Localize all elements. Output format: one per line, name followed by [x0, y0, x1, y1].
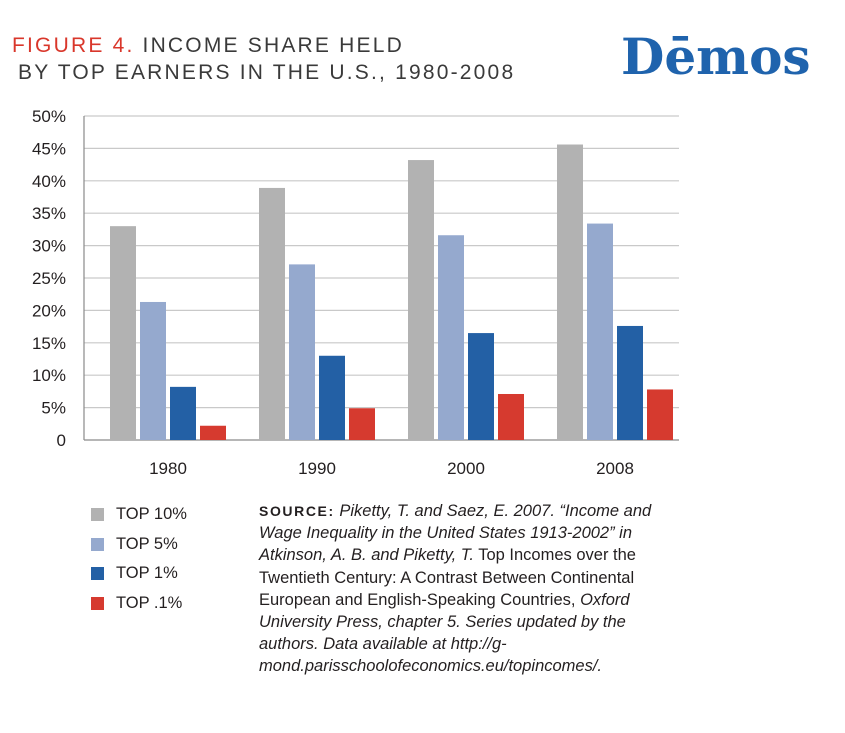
- x-axis-categories: 1980 1990 2000 2008: [149, 459, 634, 478]
- bar-1990-top1: [319, 355, 345, 440]
- legend-item-top10: TOP 10%: [91, 500, 187, 530]
- bar-1980-top1: [200, 425, 226, 440]
- bar-2008-top1: [647, 389, 673, 440]
- legend-label-top5: TOP 5%: [116, 534, 178, 553]
- bar-1980-top1: [170, 386, 196, 440]
- bar-2000-top1: [498, 393, 524, 440]
- y-tick-label: 50%: [32, 107, 66, 126]
- bar-1980-top5: [140, 301, 166, 440]
- x-category-label: 1990: [298, 459, 336, 478]
- bar-1990-top5: [289, 264, 315, 440]
- legend-swatch-top10: [91, 508, 104, 522]
- legend-label-top10: TOP 10%: [116, 505, 187, 524]
- chart-title: FIGURE 4. INCOME SHARE HELD BY TOP EARNE…: [12, 32, 515, 86]
- figure-label: FIGURE 4.: [12, 34, 135, 57]
- source-citation-3: Oxford University Press, chapter 5. Seri…: [259, 590, 630, 676]
- y-axis-ticks: 0 5% 10% 15% 20% 25% 30% 35% 40% 45% 50%: [32, 107, 66, 450]
- bar-1990-top10: [259, 187, 285, 440]
- y-tick-label: 25%: [32, 269, 66, 288]
- y-tick-label: 45%: [32, 139, 66, 158]
- x-category-label: 2000: [447, 459, 485, 478]
- legend-item-top5: TOP 5%: [91, 530, 187, 560]
- bar-1990-top1: [349, 408, 375, 440]
- legend-label-top01: TOP .1%: [116, 593, 183, 612]
- bars: [110, 144, 673, 440]
- legend-swatch-top5: [91, 537, 104, 551]
- bar-2008-top5: [587, 223, 613, 440]
- bar-chart: 0 5% 10% 15% 20% 25% 30% 35% 40% 45% 50% 1980 1990 2…: [32, 107, 679, 478]
- source-citation-2: Top Incomes over the Twentieth Century: …: [259, 546, 636, 609]
- bar-2000-top10: [408, 160, 434, 440]
- demos-logo: Dēmos: [621, 27, 811, 86]
- bar-2000-top5: [438, 235, 464, 440]
- source-citation-1: Piketty, T. and Saez, E. 2007. “Income a…: [259, 502, 652, 565]
- legend-swatch-top01: [91, 596, 104, 610]
- y-tick-label: 0: [57, 431, 66, 450]
- legend-label-top1: TOP 1%: [116, 564, 178, 583]
- bar-2008-top1: [617, 325, 643, 440]
- bar-2000-top1: [468, 333, 494, 440]
- y-tick-label: 40%: [32, 172, 66, 191]
- y-tick-label: 15%: [32, 334, 66, 353]
- legend-item-top1: TOP 1%: [91, 559, 187, 589]
- source-label: SOURCE:: [259, 503, 335, 519]
- bar-2008-top10: [557, 144, 583, 440]
- legend-swatch-top1: [91, 567, 104, 581]
- y-tick-label: 20%: [32, 301, 66, 320]
- x-category-label: 1980: [149, 459, 187, 478]
- y-tick-label: 10%: [32, 366, 66, 385]
- y-tick-label: 5%: [41, 399, 66, 418]
- legend-item-top01: TOP .1%: [91, 589, 187, 619]
- source-note: SOURCE: Piketty, T. and Saez, E. 2007. “…: [259, 500, 679, 678]
- x-category-label: 2008: [596, 459, 634, 478]
- title-line-1: INCOME SHARE HELD: [142, 34, 404, 57]
- y-tick-label: 35%: [32, 204, 66, 223]
- y-tick-label: 30%: [32, 237, 66, 256]
- bar-1980-top10: [110, 226, 136, 440]
- legend: TOP 10% TOP 5% TOP 1% TOP .1%: [91, 500, 187, 618]
- title-line-2: BY TOP EARNERS IN THE U.S., 1980-2008: [18, 61, 516, 84]
